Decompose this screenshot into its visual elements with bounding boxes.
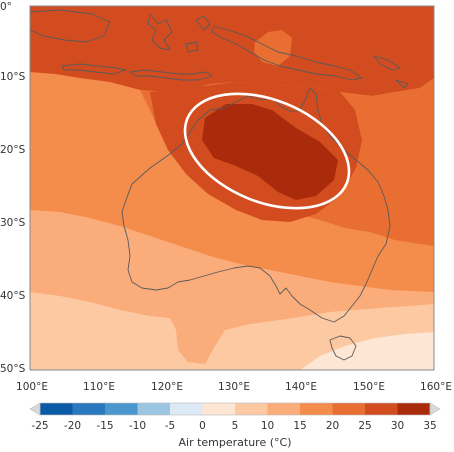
coastline-tasmania bbox=[329, 335, 357, 361]
band-30-35 bbox=[202, 104, 338, 200]
colorbar-tick-label: 5 bbox=[232, 420, 239, 432]
lat-label: 10°S bbox=[0, 71, 26, 83]
lon-label: 110°E bbox=[83, 381, 115, 393]
colorbar-cells bbox=[40, 403, 431, 415]
lon-label: 150°E bbox=[353, 381, 385, 393]
colorbar-frame bbox=[39, 402, 431, 416]
band-0-5 bbox=[300, 332, 434, 370]
colorbar-right-arrow bbox=[429, 402, 441, 416]
lon-label: 120°E bbox=[151, 381, 183, 393]
lat-label: 30°S bbox=[0, 217, 26, 229]
band-20-25-patch bbox=[254, 30, 292, 66]
latitude-labels: 0° 10°S 20°S 30°S 40°S 50°S bbox=[0, 1, 26, 375]
colorbar-tick-label: 30 bbox=[391, 420, 404, 432]
lat-label: 40°S bbox=[0, 290, 26, 302]
colorbar-tick-label: 25 bbox=[358, 420, 371, 432]
colorbar-tick-label: 0 bbox=[199, 420, 206, 432]
lat-label: 50°S bbox=[0, 363, 26, 375]
colorbar-cell bbox=[202, 403, 236, 415]
colorbar-tick-label: -15 bbox=[96, 420, 113, 432]
colorbar-tick-label: 15 bbox=[293, 420, 306, 432]
coastline-lesser-sunda bbox=[129, 69, 213, 81]
lon-label: 140°E bbox=[285, 381, 317, 393]
colorbar-tick-label: -10 bbox=[129, 420, 146, 432]
coastline-moluccas bbox=[185, 15, 211, 53]
colorbar-cell bbox=[397, 403, 431, 415]
lon-label: 100°E bbox=[16, 381, 48, 393]
colorbar-tick-label: 20 bbox=[326, 420, 339, 432]
colorbar: -25 -20 -15 -10 -5 0 5 10 15 20 25 30 35 Air tempera… bbox=[29, 402, 441, 449]
colorbar-cell bbox=[267, 403, 301, 415]
colorbar-tick-label: 10 bbox=[261, 420, 274, 432]
colorbar-tick-labels: -25 -20 -15 -10 -5 0 5 10 15 20 25 30 35 bbox=[31, 420, 436, 432]
coastline-borneo bbox=[30, 9, 111, 43]
colorbar-title: Air temperature (°C) bbox=[178, 436, 291, 449]
colorbar-cell bbox=[365, 403, 398, 415]
coastline-solomon bbox=[373, 55, 409, 89]
colorbar-cell bbox=[170, 403, 203, 415]
highlight-ellipse bbox=[183, 92, 351, 210]
coastline-australia bbox=[121, 87, 391, 323]
colorbar-tick-label: 35 bbox=[423, 420, 436, 432]
longitude-labels: 100°E 110°E 120°E 130°E 140°E 150°E 160°… bbox=[16, 381, 452, 393]
colorbar-tick-label: -20 bbox=[64, 420, 81, 432]
coastline-java bbox=[61, 63, 127, 75]
band-25-30 bbox=[30, 6, 434, 96]
colorbar-cell bbox=[235, 403, 268, 415]
colorbar-cell bbox=[300, 403, 333, 415]
lon-label: 160°E bbox=[420, 381, 452, 393]
lon-label: 130°E bbox=[218, 381, 250, 393]
colorbar-cell bbox=[332, 403, 366, 415]
colorbar-left-arrow bbox=[29, 402, 41, 416]
colorbar-cell bbox=[40, 403, 73, 415]
coastlines bbox=[30, 9, 409, 361]
lat-label: 20°S bbox=[0, 144, 26, 156]
map-frame bbox=[29, 5, 435, 371]
colorbar-tick-label: -5 bbox=[165, 420, 175, 432]
colorbar-cell bbox=[137, 403, 171, 415]
colorbar-cell bbox=[72, 403, 106, 415]
colorbar-cell bbox=[105, 403, 138, 415]
colorbar-tick-label: -25 bbox=[31, 420, 48, 432]
map-panel bbox=[30, 6, 434, 370]
coastline-sulawesi bbox=[147, 13, 173, 51]
coastline-new-guinea bbox=[211, 25, 363, 81]
lat-label: 0° bbox=[0, 1, 12, 13]
